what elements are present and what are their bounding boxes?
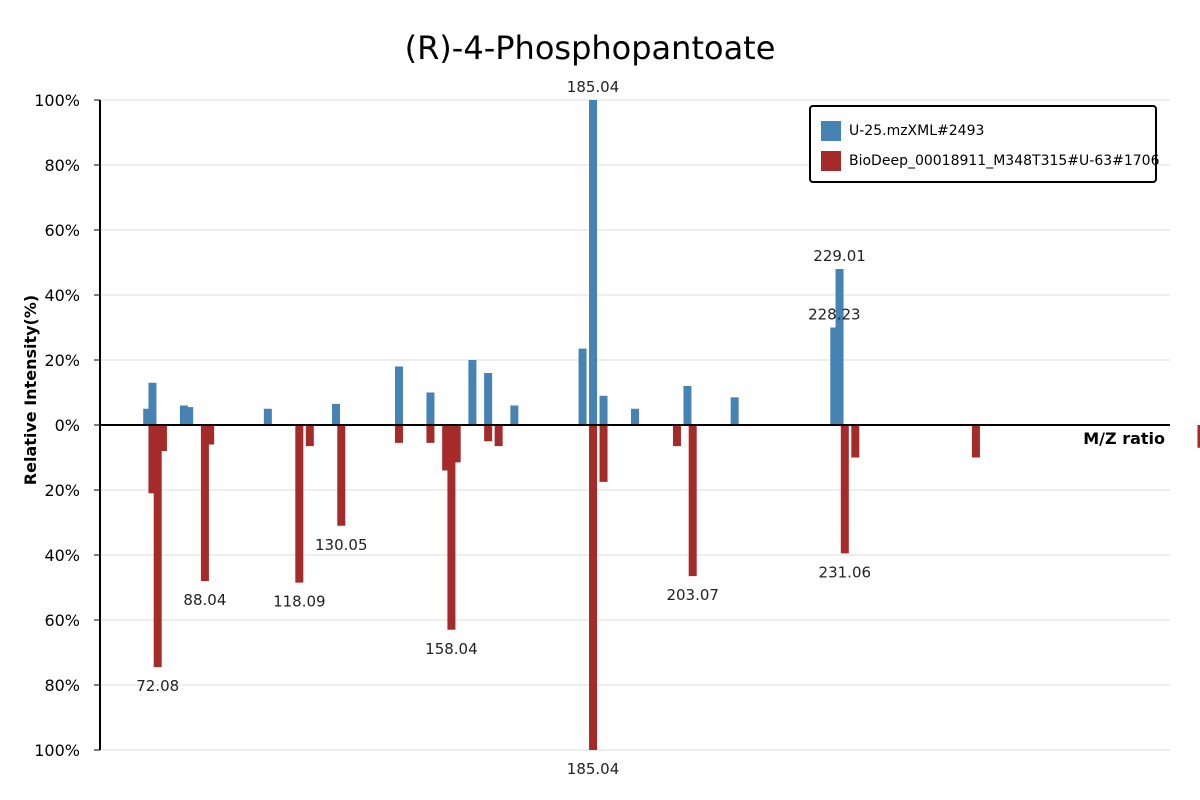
y-tick-label: 100%	[34, 91, 80, 110]
reference-peak-bar	[200, 425, 209, 581]
reference-peak-bar	[851, 425, 860, 458]
legend-item-reference: BioDeep_00018911_M348T315#U-63#1706	[821, 151, 1160, 171]
y-tick-label: 20%	[44, 351, 80, 370]
reference-peak-bar	[672, 425, 681, 447]
y-tick-label: 40%	[44, 286, 80, 305]
sample-peak-bar	[263, 408, 272, 425]
peak-mz-label: 228.23	[808, 306, 861, 324]
sample-peak-bar	[468, 360, 477, 425]
sample-peak-bar	[185, 407, 194, 425]
peak-mz-label: 118.09	[273, 593, 326, 611]
y-tick-label: 80%	[44, 156, 80, 175]
sample-peak-bar	[631, 408, 639, 425]
sample-peak-bar	[589, 100, 598, 425]
reference-peak-bar	[305, 425, 314, 447]
y-tick-label: 80%	[44, 676, 80, 695]
sample-peak-bar	[143, 408, 152, 425]
y-tick-label: 40%	[44, 546, 80, 565]
legend-label-sample: U-25.mzXML#2493	[849, 123, 985, 139]
reference-peak-bar	[484, 425, 493, 442]
chart-title: (R)-4-Phosphopantoate	[404, 29, 776, 67]
legend-swatch-sample	[821, 121, 841, 141]
grid	[100, 99, 1170, 751]
reference-peak-bar	[337, 425, 346, 526]
sample-peak-bar	[510, 405, 519, 425]
reference-peak-bar	[394, 425, 403, 443]
y-axis-label: Relative Intensity(%)	[21, 295, 40, 485]
peak-labels: 185.04 228.23 229.01 72.08 88.04 118.09 130.05…	[136, 78, 871, 778]
y-tick-label: 100%	[34, 741, 80, 760]
reference-peak-bar	[688, 425, 697, 577]
x-axis-label: M/Z ratio	[1083, 429, 1165, 448]
sample-peak-bar	[830, 327, 839, 425]
bars	[143, 100, 1200, 750]
legend-item-sample: U-25.mzXML#2493	[821, 121, 984, 141]
legend-label-reference: BioDeep_00018911_M348T315#U-63#1706	[849, 153, 1160, 169]
peak-mz-label: 203.07	[666, 586, 719, 604]
legend-swatch-reference	[821, 151, 841, 171]
reference-peak-bar	[148, 425, 157, 494]
peak-mz-label: 231.06	[819, 563, 872, 581]
sample-peak-bar	[730, 397, 739, 425]
y-tick-label: 20%	[44, 481, 80, 500]
sample-peak-bar	[426, 392, 435, 425]
y-tick-label: 0%	[55, 416, 80, 435]
y-tick-labels: 100% 80% 60% 40% 20% 0% 20% 40% 60% 80% 100%	[34, 91, 100, 760]
y-tick-label: 60%	[44, 611, 80, 630]
reference-peak-bar	[599, 425, 608, 482]
sample-peak-bar	[599, 395, 608, 425]
sample-peak-bar	[835, 269, 844, 425]
axes	[99, 100, 1170, 750]
reference-peak-bar	[971, 425, 980, 458]
y-tick-label: 60%	[44, 221, 80, 240]
peak-mz-label: 72.08	[136, 677, 179, 695]
reference-peak-bar	[494, 425, 503, 447]
reference-peak-bar	[589, 425, 598, 750]
sample-peak-bar	[484, 373, 493, 425]
peak-mz-label: 88.04	[183, 591, 226, 609]
sample-peak-bar	[179, 405, 188, 425]
sample-peak-bar	[148, 382, 157, 425]
sample-peak-bar	[394, 366, 403, 425]
peak-mz-label: 130.05	[315, 536, 368, 554]
peak-mz-label: 158.04	[425, 640, 478, 658]
sample-peak-bar	[683, 386, 692, 425]
peak-mz-label: 185.04	[567, 760, 620, 778]
reference-peak-bar	[158, 425, 167, 451]
reference-peak-bar	[442, 425, 451, 471]
peak-mz-label: 185.04	[567, 78, 620, 96]
reference-peak-bar	[1197, 425, 1200, 448]
sample-peak-bar	[332, 403, 341, 425]
reference-peak-bar	[295, 425, 304, 583]
reference-peak-bar	[840, 425, 849, 554]
peak-mz-label: 229.01	[813, 247, 866, 265]
reference-peak-bar	[426, 425, 435, 443]
legend: U-25.mzXML#2493 BioDeep_00018911_M348T31…	[809, 105, 1160, 183]
sample-peak-bar	[578, 348, 587, 425]
reference-peak-bar	[452, 425, 461, 463]
reference-peak-bar	[447, 425, 456, 630]
reference-peak-bar	[206, 425, 215, 445]
reference-peak-bar	[153, 425, 162, 668]
